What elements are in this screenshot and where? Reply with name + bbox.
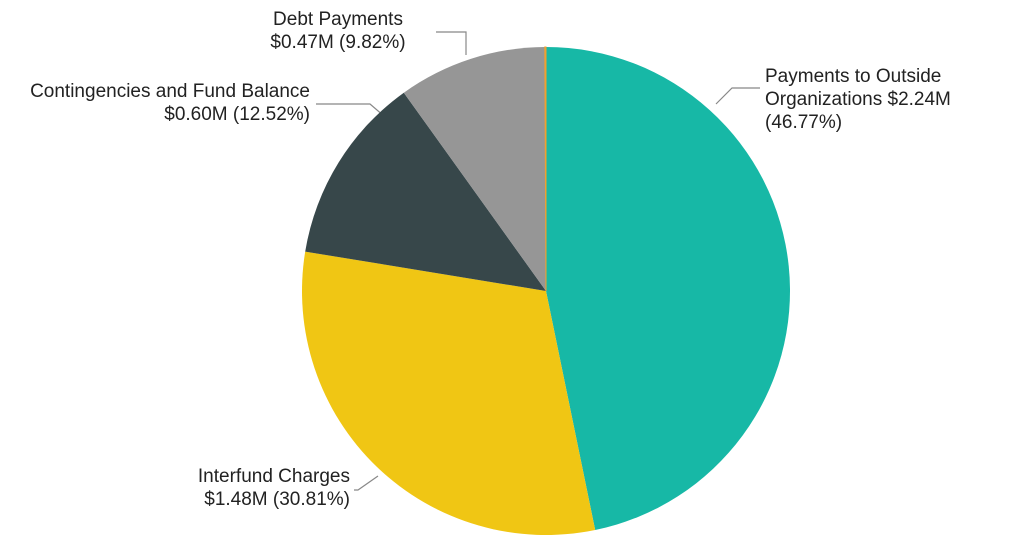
value-label: $0.60M (12.52%) [164,104,310,125]
slice-label: Interfund Charges $1.48M (30.81%) [130,465,350,511]
category-name: Debt Payments [273,9,403,30]
leader-line [354,475,379,491]
category-name: Contingencies and Fund Balance [30,81,310,102]
value-label: $1.48M (30.81%) [204,489,350,510]
pie-slice [544,46,547,292]
slice-label: Debt Payments $0.47M (9.82%) [240,8,436,54]
pie-slice [301,251,596,536]
leader-line [715,87,760,105]
category-name: Interfund Charges [197,466,350,487]
pie-slice [403,47,546,291]
slice-label: Payments to Outside Organizations $2.24M… [765,65,1030,134]
value-label: $0.47M (9.82%) [270,32,406,53]
leader-line [436,31,467,55]
pie-slice [305,92,546,291]
value-label: $2.24M (46.77%) [765,89,951,133]
category-name: Payments to Outside Organizations [765,66,942,110]
slice-label: Contingencies and Fund Balance $0.60M (1… [5,80,310,126]
pie-slice [546,47,791,530]
